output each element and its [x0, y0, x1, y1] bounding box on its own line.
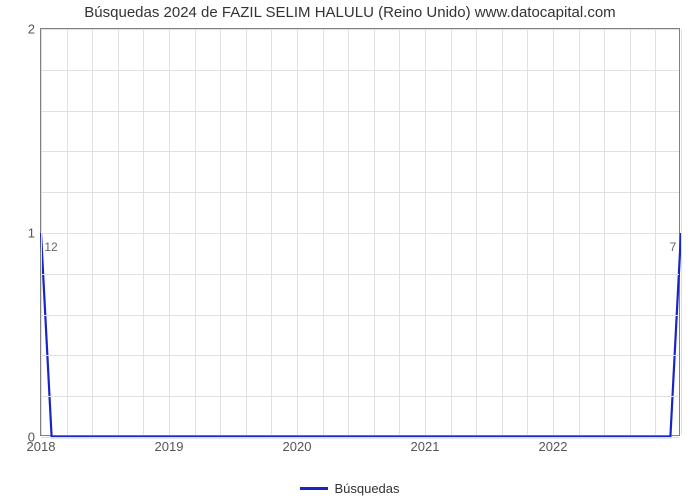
gridline-vertical	[348, 29, 349, 435]
x-axis-tick-label: 2019	[155, 435, 184, 454]
gridline-vertical	[246, 29, 247, 435]
gridline-vertical	[41, 29, 42, 435]
gridline-horizontal	[41, 192, 679, 193]
x-axis-tick-label: 2022	[539, 435, 568, 454]
gridline-vertical	[630, 29, 631, 435]
gridline-vertical	[579, 29, 580, 435]
gridline-vertical	[118, 29, 119, 435]
gridline-vertical	[195, 29, 196, 435]
gridline-vertical	[323, 29, 324, 435]
chart-title: Búsquedas 2024 de FAZIL SELIM HALULU (Re…	[0, 4, 700, 21]
x-axis-tick-label: 2021	[411, 435, 440, 454]
data-point-label: 7	[670, 240, 677, 254]
gridline-vertical	[527, 29, 528, 435]
data-point-label: 12	[44, 240, 57, 254]
gridline-vertical	[655, 29, 656, 435]
gridline-vertical	[92, 29, 93, 435]
gridline-horizontal	[41, 396, 679, 397]
chart-container: Búsquedas 2024 de FAZIL SELIM HALULU (Re…	[0, 0, 700, 500]
gridline-vertical	[399, 29, 400, 435]
legend-swatch	[300, 487, 328, 490]
gridline-vertical	[681, 29, 682, 435]
gridline-horizontal	[41, 111, 679, 112]
gridline-horizontal	[41, 355, 679, 356]
gridline-vertical	[425, 29, 426, 435]
gridline-horizontal	[41, 70, 679, 71]
gridline-horizontal	[41, 151, 679, 152]
x-axis-tick-label: 2018	[27, 435, 56, 454]
y-axis-tick-label: 1	[28, 226, 41, 241]
gridline-vertical	[67, 29, 68, 435]
gridline-vertical	[374, 29, 375, 435]
gridline-vertical	[476, 29, 477, 435]
gridline-vertical	[553, 29, 554, 435]
gridline-vertical	[220, 29, 221, 435]
x-axis-tick-label: 2020	[283, 435, 312, 454]
gridline-horizontal	[41, 233, 679, 234]
legend-label: Búsquedas	[334, 481, 399, 496]
plot-area: 01220182019202020212022127	[40, 28, 680, 436]
gridline-horizontal	[41, 274, 679, 275]
gridline-vertical	[271, 29, 272, 435]
y-axis-tick-label: 2	[28, 22, 41, 37]
gridline-vertical	[604, 29, 605, 435]
series-line	[41, 233, 681, 437]
legend: Búsquedas	[0, 480, 700, 496]
gridline-vertical	[451, 29, 452, 435]
gridline-vertical	[297, 29, 298, 435]
gridline-horizontal	[41, 437, 679, 438]
gridline-vertical	[169, 29, 170, 435]
gridline-horizontal	[41, 315, 679, 316]
gridline-vertical	[143, 29, 144, 435]
gridline-horizontal	[41, 29, 679, 30]
gridline-vertical	[502, 29, 503, 435]
